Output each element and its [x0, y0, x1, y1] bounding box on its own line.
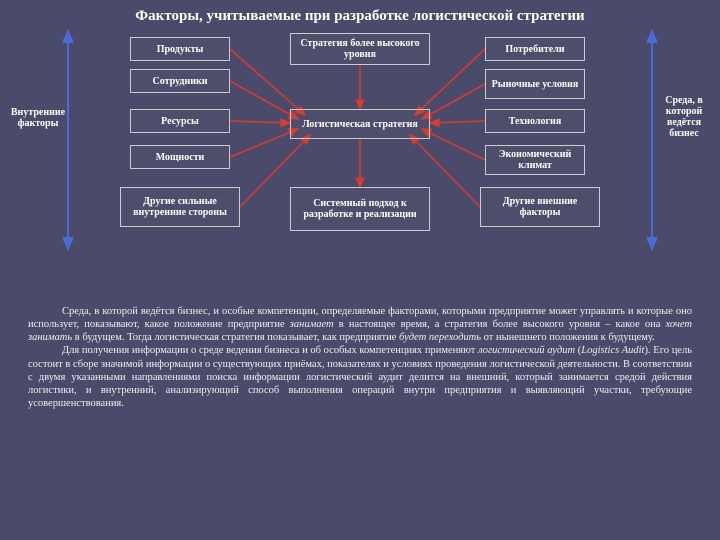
box-econ: Экономический климат	[485, 145, 585, 175]
body-text: Среда, в которой ведётся бизнес, и особы…	[0, 299, 720, 418]
box-consumers: Потребители	[485, 37, 585, 61]
box-other_int: Другие сильные внутренние стороны	[120, 187, 240, 227]
arrows-layer	[10, 29, 710, 299]
page-title: Факторы, учитываемые при разработке логи…	[0, 0, 720, 29]
box-other_ext: Другие внешние факторы	[480, 187, 600, 227]
paragraph: Для получения информации о среде ведения…	[28, 344, 692, 410]
box-system: Системный подход к разработке и реализац…	[290, 187, 430, 231]
box-resources: Ресурсы	[130, 109, 230, 133]
diagram-area: Внутренние факторы Среда, в которой ведё…	[10, 29, 710, 299]
box-staff: Сотрудники	[130, 69, 230, 93]
box-products: Продукты	[130, 37, 230, 61]
right-side-label: Среда, в которой ведётся бизнес	[658, 95, 710, 139]
box-tech: Технология	[485, 109, 585, 133]
left-side-label: Внутренние факторы	[10, 107, 66, 129]
paragraph: Среда, в которой ведётся бизнес, и особы…	[28, 305, 692, 344]
box-market: Рыночные условия	[485, 69, 585, 99]
box-top_center: Стратегия более высокого уровня	[290, 33, 430, 65]
box-logstrat: Логистическая стратегия	[290, 109, 430, 139]
box-capacity: Мощности	[130, 145, 230, 169]
